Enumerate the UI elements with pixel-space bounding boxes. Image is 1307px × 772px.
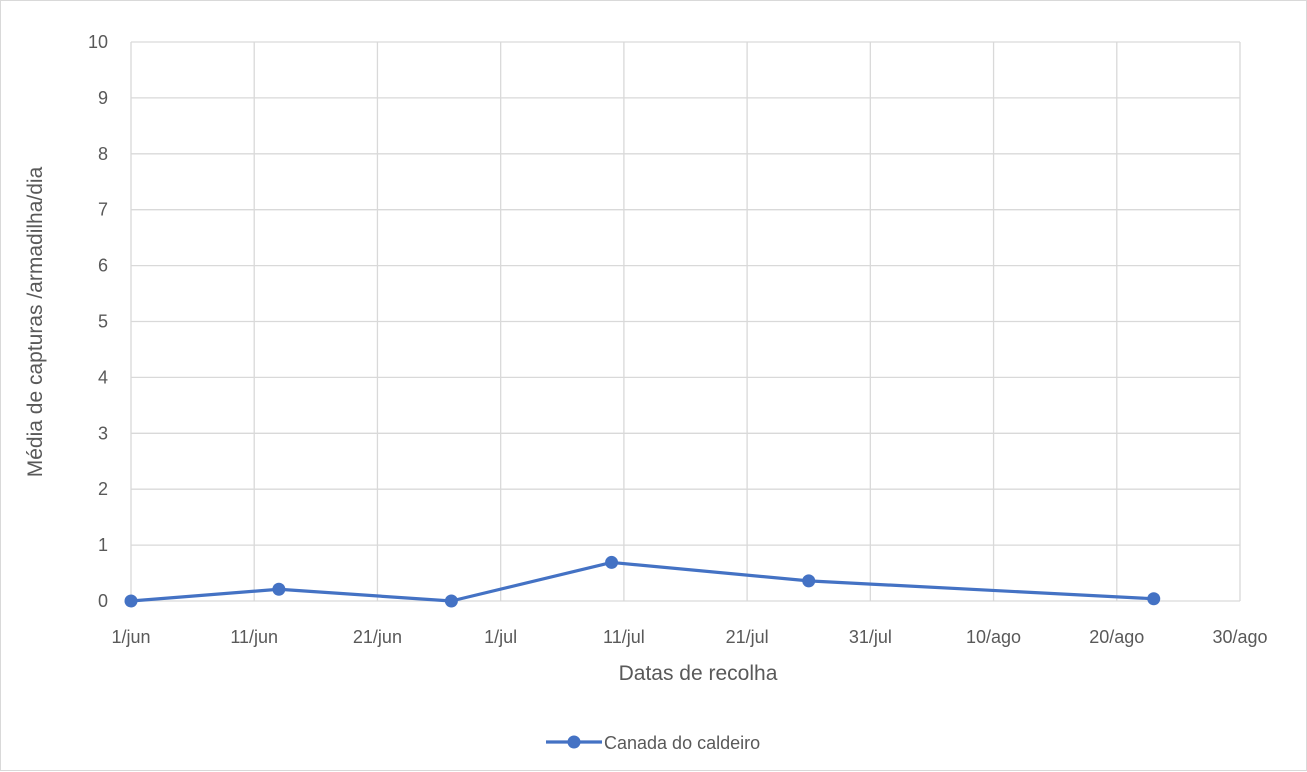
y-tick-label: 10	[88, 32, 108, 52]
data-point	[444, 594, 458, 608]
x-axis-ticks: 1/jun 11/jun 21/jun 1/jul 11/jul 21/jul 31/jul…	[111, 627, 1267, 647]
data-point	[802, 574, 816, 588]
x-tick-label: 31/jul	[849, 627, 892, 647]
data-point	[124, 594, 138, 608]
y-axis-title: Média de capturas /armadilha/dia	[24, 166, 47, 477]
x-tick-label: 20/ago	[1089, 627, 1144, 647]
x-tick-label: 1/jun	[111, 627, 150, 647]
y-tick-label: 0	[98, 591, 108, 611]
x-tick-label: 21/jun	[353, 627, 402, 647]
legend-marker-icon	[567, 735, 581, 749]
y-tick-label: 8	[98, 144, 108, 164]
data-point	[605, 555, 619, 569]
y-axis-ticks: 0 1 2 3 4 5 6 7 8 9 10	[88, 32, 108, 611]
legend: Canada do caldeiro	[546, 733, 760, 753]
x-tick-label: 10/ago	[966, 627, 1021, 647]
x-tick-label: 30/ago	[1212, 627, 1267, 647]
y-tick-label: 5	[98, 312, 108, 332]
y-tick-label: 1	[98, 535, 108, 555]
y-tick-label: 4	[98, 367, 108, 387]
x-tick-label: 21/jul	[726, 627, 769, 647]
data-point	[272, 582, 286, 596]
x-axis-title: Datas de recolha	[619, 662, 778, 685]
x-tick-label: 1/jul	[484, 627, 517, 647]
y-tick-label: 9	[98, 88, 108, 108]
data-point	[1147, 592, 1161, 606]
series-layer	[124, 555, 1161, 608]
y-tick-label: 3	[98, 423, 108, 443]
y-tick-label: 6	[98, 256, 108, 276]
series-line	[130, 560, 1154, 603]
y-tick-label: 7	[98, 200, 108, 220]
x-tick-label: 11/jul	[603, 627, 645, 647]
legend-label: Canada do caldeiro	[604, 733, 760, 753]
gridlines	[130, 41, 1241, 602]
x-tick-label: 11/jun	[230, 627, 278, 647]
y-tick-label: 2	[98, 479, 108, 499]
